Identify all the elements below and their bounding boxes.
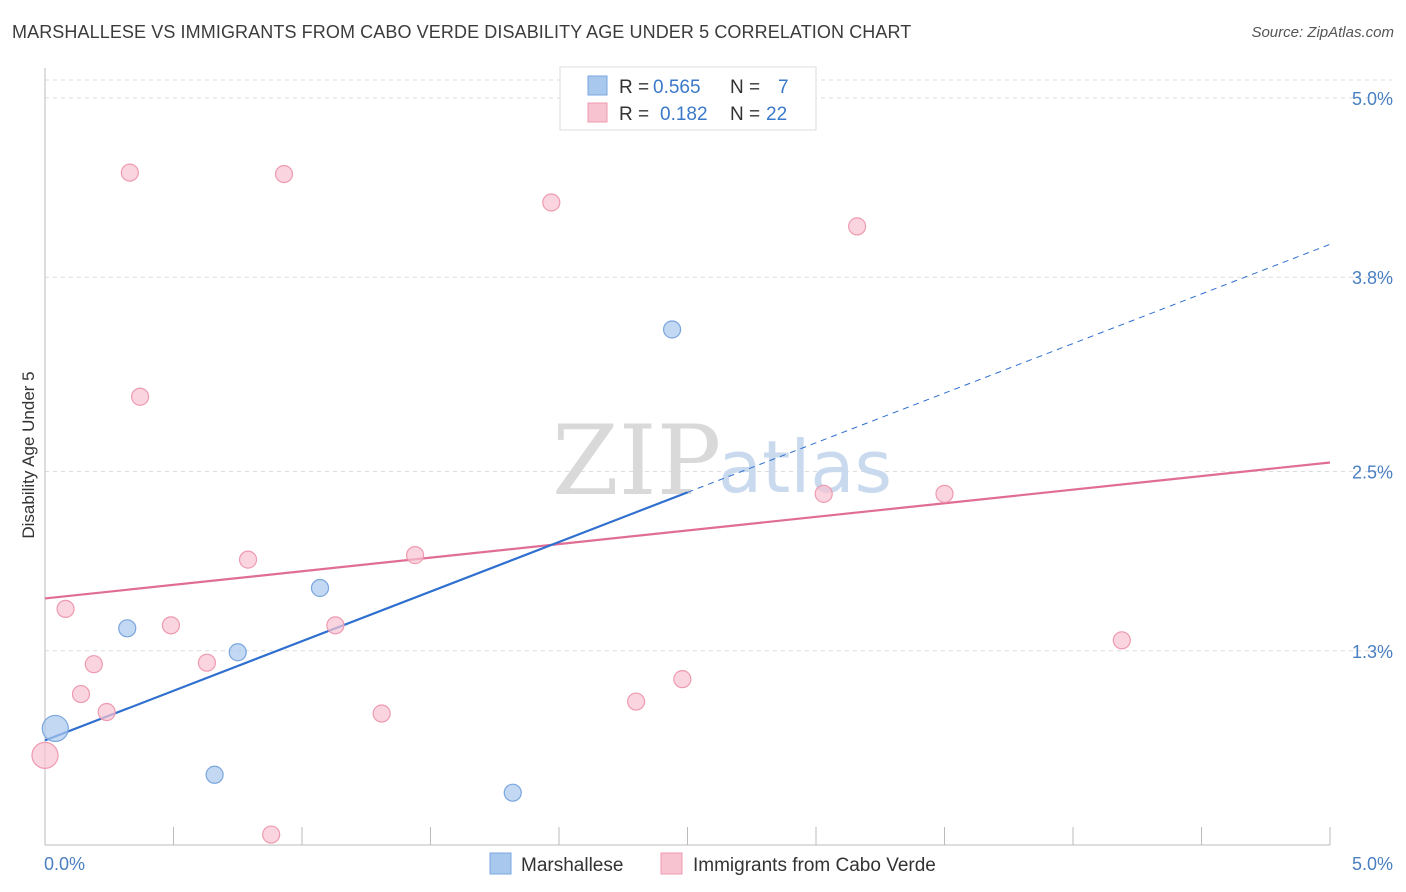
- chart-source: Source: ZipAtlas.com: [1251, 24, 1394, 41]
- point-cabo-verde-5: [120, 163, 139, 182]
- point-marshallese-4: [310, 578, 330, 598]
- legend-swatch-cabo-verde: [587, 102, 608, 123]
- point-cabo-verde-19: [848, 217, 867, 236]
- point-cabo-verde-7: [161, 616, 181, 635]
- point-cabo-verde-21: [1112, 631, 1131, 650]
- legend-n-label-cabo-verde: N =: [730, 104, 760, 125]
- point-cabo-verde-9: [238, 550, 258, 569]
- trend-lines: [44, 243, 1331, 742]
- chart-title: MARSHALLESE VS IMMIGRANTS FROM CABO VERD…: [12, 22, 912, 42]
- watermark: ZIP atlas: [552, 405, 892, 517]
- legend-n-label-marshallese: N =: [730, 77, 760, 98]
- axes: [44, 68, 1331, 846]
- legend-r-value-cabo-verde: 0.182: [660, 104, 708, 125]
- y-tick-label-2: 3.8%: [1352, 268, 1393, 288]
- point-cabo-verde-11: [274, 164, 294, 184]
- point-marshallese-3: [228, 643, 247, 662]
- point-cabo-verde-12: [326, 616, 345, 635]
- point-marshallese-1: [118, 619, 137, 638]
- point-cabo-verde-8: [197, 653, 217, 672]
- point-cabo-verde-1: [56, 599, 75, 619]
- trend-line-cabo-verde: [44, 461, 1331, 600]
- data-points: [31, 163, 1131, 844]
- point-cabo-verde-16: [626, 692, 646, 711]
- y-tick-label-0: 1.3%: [1352, 642, 1393, 662]
- bottom-legend: Marshallese Immigrants from Cabo Verde: [489, 852, 936, 876]
- point-marshallese-2: [205, 765, 224, 784]
- point-cabo-verde-0: [31, 741, 59, 769]
- point-cabo-verde-6: [130, 387, 150, 406]
- x-tick-labels: 0.0% 5.0%: [44, 854, 1393, 874]
- watermark-zip: ZIP: [552, 405, 721, 517]
- bottom-legend-swatch-cabo-verde: [660, 852, 683, 875]
- point-cabo-verde-4: [97, 702, 116, 722]
- bottom-legend-label-marshallese: Marshallese: [521, 855, 623, 876]
- trend-line-marshallese-extension: [687, 243, 1331, 493]
- y-axis-label: Disability Age Under 5: [19, 371, 38, 538]
- legend-n-value-marshallese: 7: [778, 77, 789, 98]
- y-tick-label-1: 2.5%: [1352, 462, 1393, 482]
- bottom-legend-swatch-marshallese: [489, 852, 512, 875]
- point-cabo-verde-17: [673, 670, 692, 689]
- point-marshallese-0: [41, 714, 69, 743]
- legend-r-value-marshallese: 0.565: [653, 77, 701, 98]
- point-cabo-verde-13: [372, 704, 391, 723]
- point-cabo-verde-2: [71, 684, 91, 704]
- legend: R = 0.565 N = 7 R = 0.182 N = 22: [559, 66, 817, 131]
- point-cabo-verde-20: [935, 484, 954, 503]
- legend-n-value-cabo-verde: 22: [766, 104, 787, 125]
- watermark-atlas: atlas: [718, 425, 892, 509]
- x-tick-label-0: 0.0%: [44, 854, 85, 874]
- point-cabo-verde-14: [405, 546, 425, 565]
- point-cabo-verde-15: [542, 193, 561, 212]
- point-cabo-verde-18: [814, 484, 833, 503]
- point-marshallese-5: [503, 783, 522, 802]
- point-cabo-verde-3: [84, 655, 103, 674]
- bottom-legend-label-cabo-verde: Immigrants from Cabo Verde: [693, 855, 936, 876]
- legend-swatch-marshallese: [587, 75, 608, 96]
- point-marshallese-6: [662, 320, 682, 339]
- trend-line-marshallese: [44, 491, 688, 742]
- y-tick-labels: 1.3% 2.5% 3.8% 5.0%: [1352, 89, 1393, 662]
- legend-r-label-cabo-verde: R =: [619, 104, 649, 125]
- x-tick-label-1: 5.0%: [1352, 854, 1393, 874]
- y-tick-label-3: 5.0%: [1352, 89, 1393, 109]
- point-cabo-verde-10: [262, 825, 281, 844]
- legend-r-label-marshallese: R =: [619, 77, 649, 98]
